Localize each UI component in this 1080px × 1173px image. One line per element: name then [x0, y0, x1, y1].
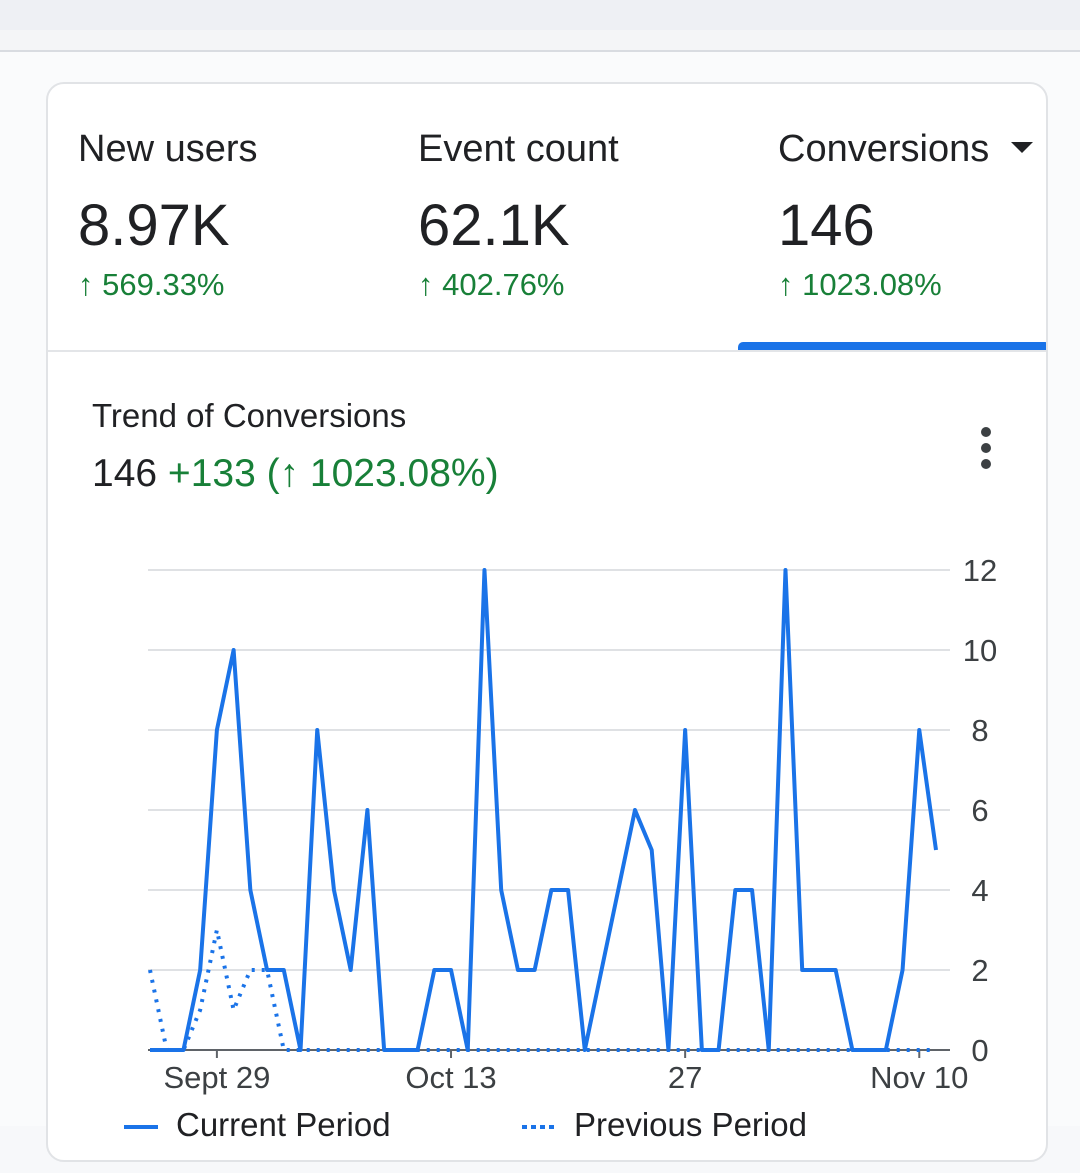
metric-change: ↑ 402.76%: [418, 267, 565, 302]
metric-value: 62.1K: [418, 193, 570, 258]
x-tick-label: 27: [668, 1060, 702, 1095]
metric-label: New users: [78, 128, 258, 170]
metric-label: Event count: [418, 128, 619, 170]
conversions-trend-chart: 0 2 4 6 8 10 12 Sept 29 Oct 13 27 Nov 10: [148, 553, 997, 1095]
metric-tab-conversions[interactable]: Conversions 146 ↑ 1023.08%: [778, 84, 1046, 350]
series-line-current-period: [150, 568, 938, 1052]
legend-swatch-previous: [522, 1125, 556, 1130]
y-tick-label: 0: [971, 1033, 988, 1068]
legend-item-current[interactable]: Current Period: [124, 1106, 391, 1144]
y-tick-label: 8: [971, 713, 988, 748]
y-tick-label: 6: [971, 793, 988, 828]
metric-label-row: Conversions: [778, 128, 1034, 171]
metric-tab-event-count[interactable]: Event count 62.1K ↑ 402.76%: [418, 84, 738, 350]
trend-title: Trend of Conversions: [92, 397, 407, 434]
series-line-previous-period: [148, 928, 936, 1052]
y-tick-label: 2: [971, 953, 988, 988]
x-tick-label: Nov 10: [870, 1060, 968, 1095]
legend-swatch-current: [124, 1125, 158, 1130]
y-tick-label: 4: [971, 873, 988, 908]
top-bar: [0, 0, 1080, 30]
trend-delta: +133 (↑ 1023.08%): [167, 452, 499, 495]
metrics-divider: [48, 350, 1046, 352]
metric-change: ↑ 1023.08%: [778, 267, 942, 302]
y-tick-label: 10: [963, 633, 997, 668]
legend-label-current: Current Period: [176, 1106, 391, 1143]
metric-value: 146: [778, 193, 875, 258]
metric-label: Conversions: [778, 128, 990, 170]
metric-tab-new-users[interactable]: New users 8.97K ↑ 569.33%: [78, 84, 398, 350]
legend-label-previous: Previous Period: [574, 1106, 807, 1143]
trend-value: 146: [92, 452, 158, 495]
x-tick-label: Sept 29: [163, 1060, 270, 1095]
metric-change: ↑ 569.33%: [78, 267, 225, 302]
dropdown-arrow-icon[interactable]: [1011, 142, 1034, 154]
selected-tab-indicator: [738, 342, 1046, 350]
metric-value: 8.97K: [78, 193, 230, 258]
more-vert-icon[interactable]: [972, 427, 1000, 475]
metrics-card: New users 8.97K ↑ 569.33% Event count 62…: [46, 82, 1048, 1162]
x-tick-label: Oct 13: [405, 1060, 496, 1095]
y-tick-label: 12: [963, 553, 997, 588]
legend-item-previous[interactable]: Previous Period: [522, 1106, 807, 1144]
trend-summary: 146 +133 (↑ 1023.08%): [92, 452, 499, 496]
